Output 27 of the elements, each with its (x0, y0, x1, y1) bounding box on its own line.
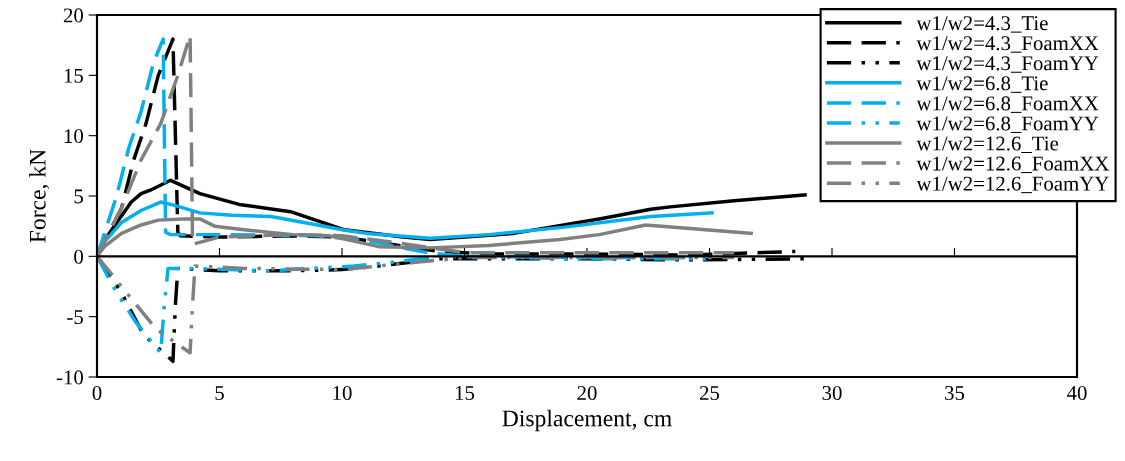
x-tick-label: 10 (333, 385, 352, 400)
x-tick-label: 30 (822, 385, 842, 400)
legend-label: w1/w2=6.8_FoamXX (916, 96, 1099, 113)
y-tick-label: -5 (67, 310, 83, 325)
x-tick-label: 0 (92, 385, 102, 400)
x-tick-label: 5 (215, 386, 224, 400)
x-tick-label: 35 (945, 385, 965, 400)
legend-label: w1/w2=12.6_FoamYY (916, 176, 1109, 194)
y-tick-label: 10 (64, 129, 84, 144)
legend-label: w1/w2=4.3_FoamYY (916, 56, 1099, 73)
legend-label: w1/w2=12.6_Tie (916, 136, 1059, 154)
y-tick-label: 0 (74, 249, 84, 264)
y-tick-label: 20 (63, 8, 84, 23)
y-tick-label: 5 (74, 189, 83, 204)
legend-label: w1/w2=12.6_FoamXX (916, 156, 1109, 174)
x-axis-title: Displacement, cm (502, 409, 672, 432)
legend-label: w1/w2=6.8_Tie (916, 76, 1048, 93)
legend-label: w1/w2=4.3_FoamXX (916, 36, 1099, 53)
x-tick-label: 40 (1066, 385, 1087, 400)
legend-label: w1/w2=4.3_Tie (916, 16, 1048, 33)
legend-label: w1/w2=6.8_FoamYY (916, 116, 1099, 133)
y-tick-label: -10 (56, 370, 84, 385)
y-axis-title: Force, kN (29, 149, 50, 243)
x-tick-label: 15 (455, 386, 475, 400)
y-tick-label: 15 (64, 68, 83, 83)
x-tick-label: 20 (577, 385, 597, 400)
x-tick-label: 25 (700, 385, 720, 400)
